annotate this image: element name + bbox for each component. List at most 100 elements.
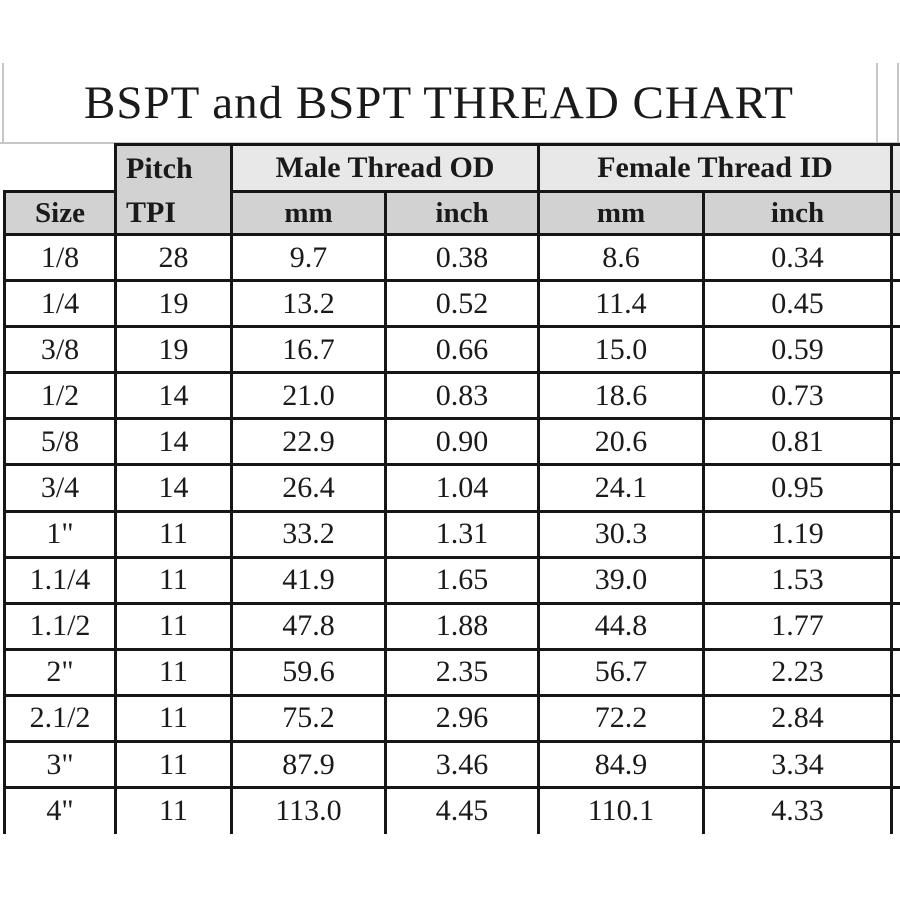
male-od-mm-cell: 59.6 — [230, 647, 387, 697]
female-id-inch-cell: 1.77 — [701, 601, 894, 651]
size-cell: 2" — [3, 647, 117, 697]
male-od-mm-cell: 16.7 — [230, 325, 387, 375]
female-id-inch-cell: 0.81 — [701, 417, 894, 467]
male-od-mm-cell: 22.9 — [230, 417, 387, 467]
size-cell: 3/8 — [3, 325, 117, 375]
cropped-column-cell — [890, 279, 900, 329]
female-id-mm-cell: 24.1 — [537, 463, 705, 513]
sheet-gridline-right-1 — [876, 63, 878, 142]
male-od-inch-cell: 0.83 — [384, 371, 540, 421]
male-od-mm-cell: 9.7 — [230, 232, 387, 283]
size-cell: 1.1/4 — [3, 555, 117, 605]
male-od-mm-cell: 41.9 — [230, 555, 387, 605]
cropped-column-cell — [890, 786, 900, 834]
tpi-cell: 11 — [114, 693, 233, 744]
tpi-cell: 11 — [114, 740, 233, 790]
female-id-inch-header: inch — [701, 190, 894, 236]
female-id-inch-cell: 2.84 — [701, 693, 894, 744]
table-row: 1/8 28 9.7 0.38 8.6 0.34 — [3, 232, 900, 283]
size-cell: 1/2 — [3, 371, 117, 421]
tpi-cell: 11 — [114, 647, 233, 697]
cropped-column-sub-header — [890, 190, 900, 236]
male-od-mm-cell: 13.2 — [230, 279, 387, 329]
table-row: 3/4 14 26.4 1.04 24.1 0.95 — [3, 463, 900, 513]
pitch-tpi-header: Pitch TPI — [114, 143, 233, 236]
sub-header-row: Size mm inch mm inch — [3, 190, 900, 236]
tpi-cell: 14 — [114, 463, 233, 513]
male-od-mm-cell: 87.9 — [230, 740, 387, 790]
pitch-header-line2: TPI — [126, 195, 177, 229]
size-cell: 4" — [3, 786, 117, 834]
table-row: 2.1/2 11 75.2 2.96 72.2 2.84 — [3, 693, 900, 744]
thread-chart-table: Pitch TPI Male Thread OD Female Thread I… — [3, 143, 900, 834]
female-id-inch-cell: 0.45 — [701, 279, 894, 329]
cropped-column-cell — [890, 693, 900, 744]
female-id-inch-cell: 0.59 — [701, 325, 894, 375]
male-od-inch-cell: 1.04 — [384, 463, 540, 513]
table-row: 1/2 14 21.0 0.83 18.6 0.73 — [3, 371, 900, 421]
female-id-mm-cell: 11.4 — [537, 279, 705, 329]
female-id-mm-cell: 18.6 — [537, 371, 705, 421]
male-od-inch-cell: 2.35 — [384, 647, 540, 697]
tpi-cell: 11 — [114, 601, 233, 651]
male-od-inch-header: inch — [384, 190, 540, 236]
size-cell: 1/8 — [3, 232, 117, 283]
male-od-mm-header: mm — [230, 190, 387, 236]
table-body: 1/8 28 9.7 0.38 8.6 0.34 1/4 19 13.2 0.52 11.4 0.45… — [3, 232, 900, 834]
cropped-column-group-header — [890, 143, 900, 193]
female-id-inch-cell: 1.53 — [701, 555, 894, 605]
male-od-inch-cell: 0.66 — [384, 325, 540, 375]
size-cell: 3/4 — [3, 463, 117, 513]
size-cell: 1" — [3, 509, 117, 559]
female-id-mm-cell: 84.9 — [537, 740, 705, 790]
table-row: 1.1/4 11 41.9 1.65 39.0 1.53 — [3, 555, 900, 605]
male-od-inch-cell: 1.31 — [384, 509, 540, 559]
female-id-inch-cell: 4.33 — [701, 786, 894, 834]
male-od-mm-cell: 113.0 — [230, 786, 387, 834]
female-id-inch-cell: 1.19 — [701, 509, 894, 559]
cropped-column-cell — [890, 371, 900, 421]
female-id-inch-cell: 0.73 — [701, 371, 894, 421]
female-id-inch-cell: 3.34 — [701, 740, 894, 790]
male-od-inch-cell: 3.46 — [384, 740, 540, 790]
female-id-mm-cell: 72.2 — [537, 693, 705, 744]
tpi-cell: 11 — [114, 786, 233, 834]
tpi-cell: 14 — [114, 417, 233, 467]
cropped-column-cell — [890, 463, 900, 513]
table-row: 1" 11 33.2 1.31 30.3 1.19 — [3, 509, 900, 559]
female-id-mm-cell: 56.7 — [537, 647, 705, 697]
pitch-header-line1: Pitch — [126, 152, 193, 185]
female-id-inch-cell: 0.34 — [701, 232, 894, 283]
male-od-mm-cell: 33.2 — [230, 509, 387, 559]
tpi-cell: 14 — [114, 371, 233, 421]
female-id-mm-cell: 39.0 — [537, 555, 705, 605]
female-id-inch-cell: 0.95 — [701, 463, 894, 513]
male-thread-od-header: Male Thread OD — [230, 143, 540, 193]
table-row: 3" 11 87.9 3.46 84.9 3.34 — [3, 740, 900, 790]
tpi-cell: 11 — [114, 555, 233, 605]
table-row: 1/4 19 13.2 0.52 11.4 0.45 — [3, 279, 900, 329]
female-id-mm-cell: 15.0 — [537, 325, 705, 375]
cropped-column-cell — [890, 601, 900, 651]
table-row: 4" 11 113.0 4.45 110.1 4.33 — [3, 786, 900, 834]
female-thread-id-header: Female Thread ID — [536, 143, 894, 193]
page-title: BSPT and BSPT THREAD CHART — [83, 77, 795, 129]
cropped-column-cell — [890, 740, 900, 790]
female-id-mm-cell: 110.1 — [537, 786, 705, 834]
male-od-inch-cell: 1.88 — [384, 601, 540, 651]
tpi-cell: 11 — [114, 509, 233, 559]
male-od-mm-cell: 26.4 — [230, 463, 387, 513]
female-id-mm-cell: 30.3 — [537, 509, 705, 559]
size-cell: 1/4 — [3, 279, 117, 329]
sheet-gridline-bottom — [0, 142, 900, 144]
table-row: 5/8 14 22.9 0.90 20.6 0.81 — [3, 417, 900, 467]
cropped-column-cell — [890, 647, 900, 697]
sheet-gridline-right-2 — [897, 63, 899, 142]
tpi-cell: 19 — [114, 325, 233, 375]
cropped-column-cell — [890, 325, 900, 375]
size-cell: 3" — [3, 740, 117, 790]
cropped-column-cell — [890, 555, 900, 605]
cropped-column-cell — [890, 232, 900, 283]
male-od-mm-cell: 75.2 — [230, 693, 387, 744]
male-od-inch-cell: 0.38 — [384, 232, 540, 283]
